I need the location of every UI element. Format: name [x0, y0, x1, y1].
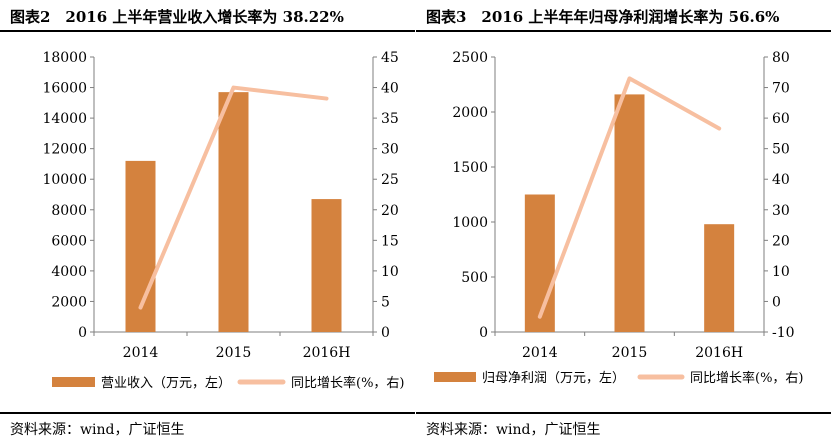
y-right-tick-label: 10 — [381, 264, 399, 280]
x-tick-label: 2015 — [216, 345, 252, 361]
y-right-tick-label: 70 — [772, 81, 790, 97]
y-right-tick-label: 25 — [381, 172, 399, 188]
y-right-tick-label: -10 — [772, 325, 795, 341]
y-left-tick-label: 500 — [461, 270, 488, 286]
y-right-tick-label: 35 — [381, 111, 399, 127]
y-left-tick-label: 1500 — [452, 160, 488, 176]
y-left-tick-label: 18000 — [42, 50, 87, 66]
x-tick-label: 2014 — [123, 345, 159, 361]
bar — [524, 194, 555, 332]
title-rule — [416, 30, 831, 32]
y-left-tick-label: 2000 — [452, 105, 488, 121]
y-left-tick-label: 14000 — [42, 111, 87, 127]
legend-label-line: 同比增长率(%，右) — [291, 375, 405, 391]
y-right-tick-label: 15 — [381, 233, 399, 249]
source-rule — [416, 412, 831, 414]
y-right-tick-label: 45 — [381, 50, 399, 66]
y-left-tick-label: 2000 — [51, 294, 87, 310]
y-right-tick-label: 0 — [381, 325, 390, 341]
y-left-tick-label: 0 — [479, 325, 488, 341]
revenue-chart: 0 2000 4000 6000 8000 10000 12000 14000 16000 180… — [42, 50, 405, 391]
bar — [614, 94, 645, 333]
y-right-tick-label: 50 — [772, 142, 790, 158]
chart-title: 图表3 2016 上半年年归母净利润增长率为 56.6% — [426, 8, 780, 26]
legend-label-bar: 归母净利润（万元，左） — [482, 371, 625, 386]
chart-panel-profit: 图表3 2016 上半年年归母净利润增长率为 56.6% 0 500 1000 150… — [416, 0, 831, 445]
legend-swatch-bar — [434, 372, 476, 382]
chart-panel-revenue: 图表2 2016 上半年营业收入增长率为 38.22% 0 2000 4000 600… — [0, 0, 415, 445]
legend-swatch-bar — [52, 377, 95, 387]
y-left-tick-label: 8000 — [51, 203, 87, 219]
profit-chart: 0 500 1000 1500 2000 2500 -10 0 10 20 30 40 50 60 70 80… — [434, 50, 804, 386]
y-right-tick-label: 20 — [381, 203, 399, 219]
legend-label-line: 同比增长率(%，右) — [690, 370, 804, 386]
y-left-tick-label: 12000 — [42, 142, 87, 158]
chart-source: 资料来源：wind，广证恒生 — [10, 422, 185, 438]
chart-title: 图表2 2016 上半年营业收入增长率为 38.22% — [10, 8, 344, 26]
bar — [311, 199, 342, 332]
x-tick-label: 2016H — [303, 345, 351, 361]
x-tick-label: 2016H — [695, 345, 743, 361]
x-tick-label: 2014 — [522, 345, 558, 361]
y-left-tick-label: 4000 — [51, 264, 87, 280]
bar — [218, 92, 249, 332]
y-right-tick-label: 40 — [381, 81, 399, 97]
legend-label-bar: 营业收入（万元，左） — [101, 376, 231, 391]
y-right-tick-label: 60 — [772, 111, 790, 127]
x-tick-label: 2015 — [612, 345, 648, 361]
y-right-tick-label: 40 — [772, 172, 790, 188]
y-right-tick-label: 30 — [772, 203, 790, 219]
chart-source: 资料来源：wind，广证恒生 — [426, 422, 601, 438]
y-left-tick-label: 10000 — [42, 172, 87, 188]
y-left-tick-label: 1000 — [452, 215, 488, 231]
y-left-tick-label: 0 — [78, 325, 87, 341]
y-right-tick-label: 0 — [772, 294, 781, 310]
y-right-tick-label: 10 — [772, 264, 790, 280]
y-right-tick-label: 80 — [772, 50, 790, 66]
y-left-tick-label: 16000 — [42, 81, 87, 97]
y-right-tick-label: 30 — [381, 142, 399, 158]
y-right-tick-label: 5 — [381, 294, 390, 310]
title-rule — [0, 30, 415, 32]
bar — [704, 224, 735, 332]
y-right-tick-label: 20 — [772, 233, 790, 249]
source-rule — [0, 412, 415, 414]
y-left-tick-label: 2500 — [452, 50, 488, 66]
y-left-tick-label: 6000 — [51, 233, 87, 249]
